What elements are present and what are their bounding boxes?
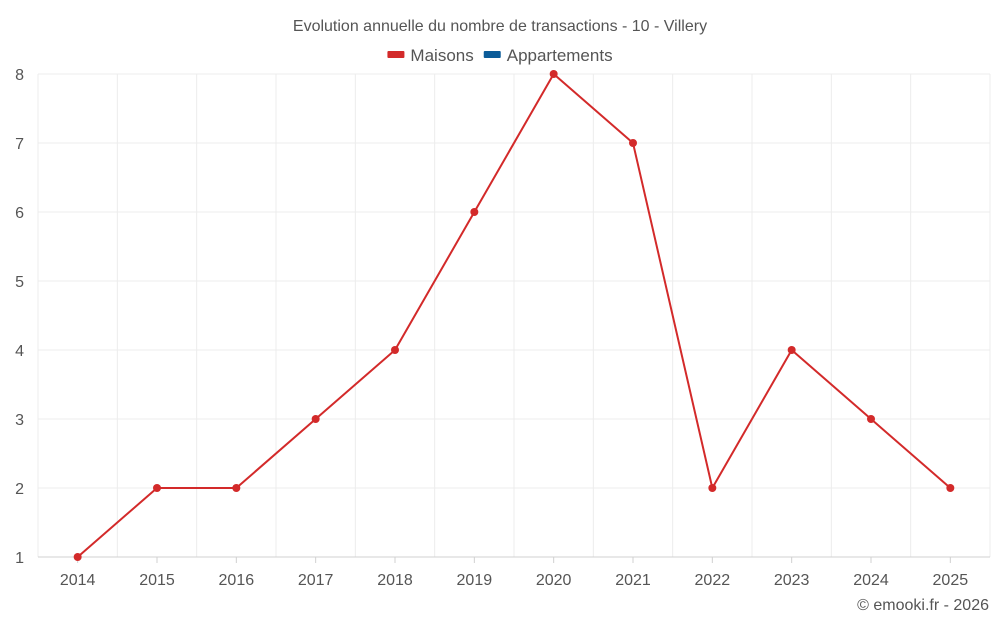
y-tick-label: 8 — [15, 67, 24, 84]
y-axis-ticks: 1 2 3 4 5 6 7 8 — [15, 67, 24, 567]
y-tick-label: 7 — [15, 136, 24, 153]
chart-title: Evolution annuelle du nombre de transact… — [293, 18, 707, 35]
x-tick-label: 2024 — [853, 572, 889, 589]
legend-swatch — [387, 51, 405, 58]
data-point-2021[interactable] — [629, 139, 637, 147]
grid-lines — [37, 73, 991, 557]
x-tick-label: 2014 — [60, 572, 96, 589]
y-tick-label: 2 — [15, 481, 24, 498]
data-point-2025[interactable] — [946, 484, 955, 492]
data-point-2017[interactable] — [311, 415, 320, 423]
data-point-2018[interactable] — [391, 346, 399, 354]
x-tick-label: 2023 — [774, 572, 810, 589]
y-tick-label: 6 — [15, 205, 24, 222]
x-tick-label: 2019 — [457, 572, 493, 589]
data-point-2024[interactable] — [867, 415, 875, 423]
x-tick-label: 2015 — [139, 572, 175, 589]
series-maisons — [73, 70, 955, 561]
data-point-2015[interactable] — [153, 484, 161, 492]
axes — [38, 556, 990, 563]
legend-swatch — [483, 51, 501, 58]
legend-label: Maisons — [410, 46, 473, 65]
data-point-2019[interactable] — [470, 208, 479, 216]
x-tick-label: 2016 — [219, 572, 255, 589]
series-layer — [73, 70, 955, 561]
data-point-2020[interactable] — [549, 70, 558, 78]
y-tick-label: 5 — [15, 274, 24, 291]
y-tick-label: 1 — [15, 550, 24, 567]
data-point-2022[interactable] — [708, 484, 717, 492]
x-tick-label: 2020 — [536, 572, 572, 589]
x-axis-ticks: 2014 2015 2016 2017 2018 2019 2020 2021 2022 2023… — [60, 572, 968, 589]
legend: Maisons Appartements — [387, 46, 613, 65]
legend-item-maisons[interactable]: Maisons — [387, 46, 474, 65]
data-point-2016[interactable] — [232, 484, 241, 492]
x-tick-label: 2017 — [298, 572, 334, 589]
credit-text: © emooki.fr - 2026 — [857, 597, 989, 614]
x-tick-label: 2021 — [615, 572, 651, 589]
data-point-2014[interactable] — [73, 553, 82, 561]
x-tick-label: 2018 — [377, 572, 413, 589]
series-line — [77, 73, 951, 558]
y-tick-label: 3 — [15, 412, 24, 429]
x-tick-label: 2022 — [695, 572, 731, 589]
data-point-2023[interactable] — [787, 346, 796, 354]
legend-item-appartements[interactable]: Appartements — [483, 46, 613, 65]
x-tick-label: 2025 — [933, 572, 969, 589]
legend-label: Appartements — [507, 46, 613, 65]
y-tick-label: 4 — [15, 343, 24, 360]
